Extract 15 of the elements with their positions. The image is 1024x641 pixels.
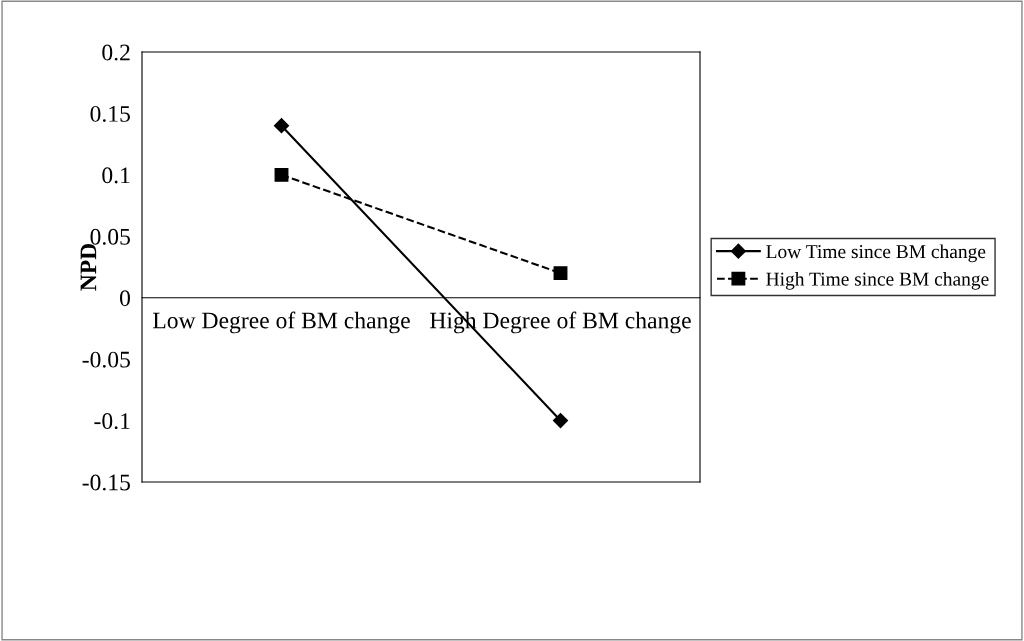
y-tick-label: 0 (119, 290, 130, 307)
y-tick-label: 0.2 (102, 44, 130, 61)
point (273, 118, 290, 134)
y-tick-label: 0.1 (102, 167, 130, 184)
legend-label: Low Time since BM change (766, 244, 986, 263)
y-tick-label: 0.05 (90, 228, 130, 245)
point (274, 167, 289, 182)
y-tick-label: 0.15 (90, 105, 130, 122)
y-tick-label: -0.05 (82, 351, 130, 368)
point (553, 266, 568, 281)
point (552, 413, 569, 429)
y-tick-label: -0.1 (94, 413, 130, 430)
y-tick-label: -0.15 (82, 474, 130, 491)
legend-label: High Time since BM change (766, 271, 989, 290)
x-tick-label: Low Degree of BM change (153, 311, 410, 334)
